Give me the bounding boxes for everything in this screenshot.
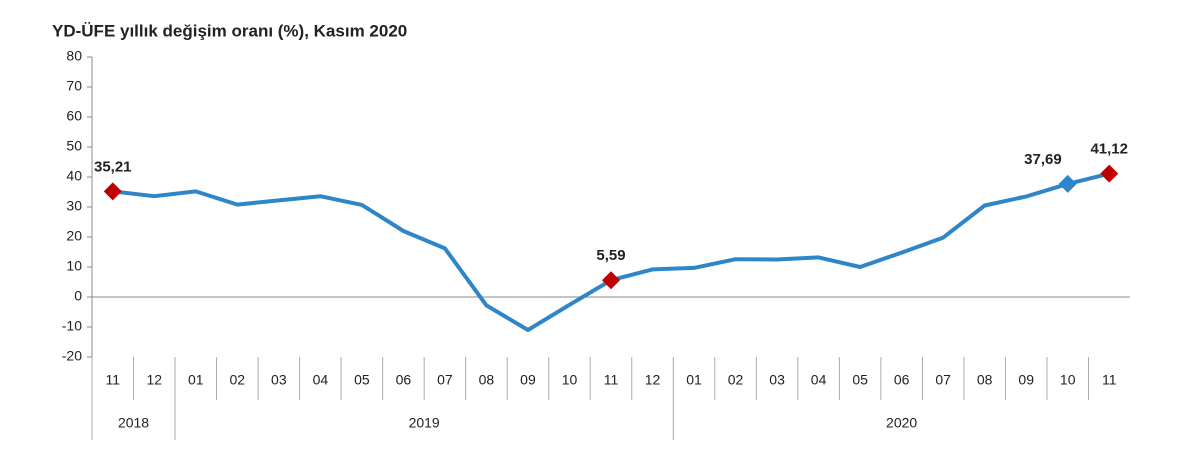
data-label: 41,12 bbox=[1090, 141, 1128, 158]
x-tick-label: 07 bbox=[935, 372, 951, 388]
year-label: 2018 bbox=[118, 415, 149, 431]
y-tick-label: -20 bbox=[62, 348, 82, 364]
data-label: 5,59 bbox=[596, 247, 625, 264]
chart-title: YD-ÜFE yıllık değişim oranı (%), Kasım 2… bbox=[52, 21, 407, 40]
x-tick-label: 01 bbox=[686, 372, 702, 388]
x-tick-label: 10 bbox=[1060, 372, 1076, 388]
marker bbox=[1100, 164, 1119, 183]
x-tick-label: 12 bbox=[146, 372, 162, 388]
x-tick-label: 03 bbox=[271, 372, 287, 388]
x-tick-label: 11 bbox=[105, 372, 120, 388]
y-tick-label: 30 bbox=[66, 198, 82, 214]
y-tick-label: 50 bbox=[66, 138, 82, 154]
x-tick-label: 04 bbox=[313, 372, 329, 388]
x-tick-label: 11 bbox=[604, 372, 619, 388]
x-tick-label: 10 bbox=[562, 372, 578, 388]
y-tick-label: 0 bbox=[74, 288, 82, 304]
x-tick-label: 08 bbox=[977, 372, 993, 388]
x-tick-label: 06 bbox=[894, 372, 910, 388]
data-label: 35,21 bbox=[94, 158, 132, 175]
marker bbox=[602, 271, 620, 290]
data-label: 37,69 bbox=[1024, 151, 1062, 168]
x-tick-label: 09 bbox=[520, 372, 536, 388]
x-tick-label: 03 bbox=[769, 372, 785, 388]
x-tick-label: 05 bbox=[852, 372, 868, 388]
year-label: 2019 bbox=[409, 415, 440, 431]
x-tick-label: 11 bbox=[1102, 372, 1117, 388]
x-tick-label: 06 bbox=[396, 372, 412, 388]
y-tick-label: -10 bbox=[62, 318, 82, 334]
x-tick-label: 05 bbox=[354, 372, 370, 388]
x-tick-label: 02 bbox=[230, 372, 246, 388]
marker bbox=[1058, 174, 1077, 193]
y-tick-label: 80 bbox=[66, 48, 82, 64]
x-tick-label: 04 bbox=[811, 372, 827, 388]
y-tick-label: 40 bbox=[66, 168, 82, 184]
marker bbox=[103, 182, 122, 201]
y-tick-label: 20 bbox=[66, 228, 82, 244]
x-tick-label: 09 bbox=[1018, 372, 1034, 388]
x-tick-label: 12 bbox=[645, 372, 661, 388]
year-label: 2020 bbox=[886, 415, 917, 431]
x-tick-label: 02 bbox=[728, 372, 744, 388]
y-tick-label: 10 bbox=[66, 258, 82, 274]
x-tick-label: 08 bbox=[479, 372, 495, 388]
x-tick-label: 01 bbox=[188, 372, 204, 388]
x-tick-label: 07 bbox=[437, 372, 453, 388]
y-tick-label: 70 bbox=[66, 78, 82, 94]
y-tick-label: 60 bbox=[66, 108, 82, 124]
